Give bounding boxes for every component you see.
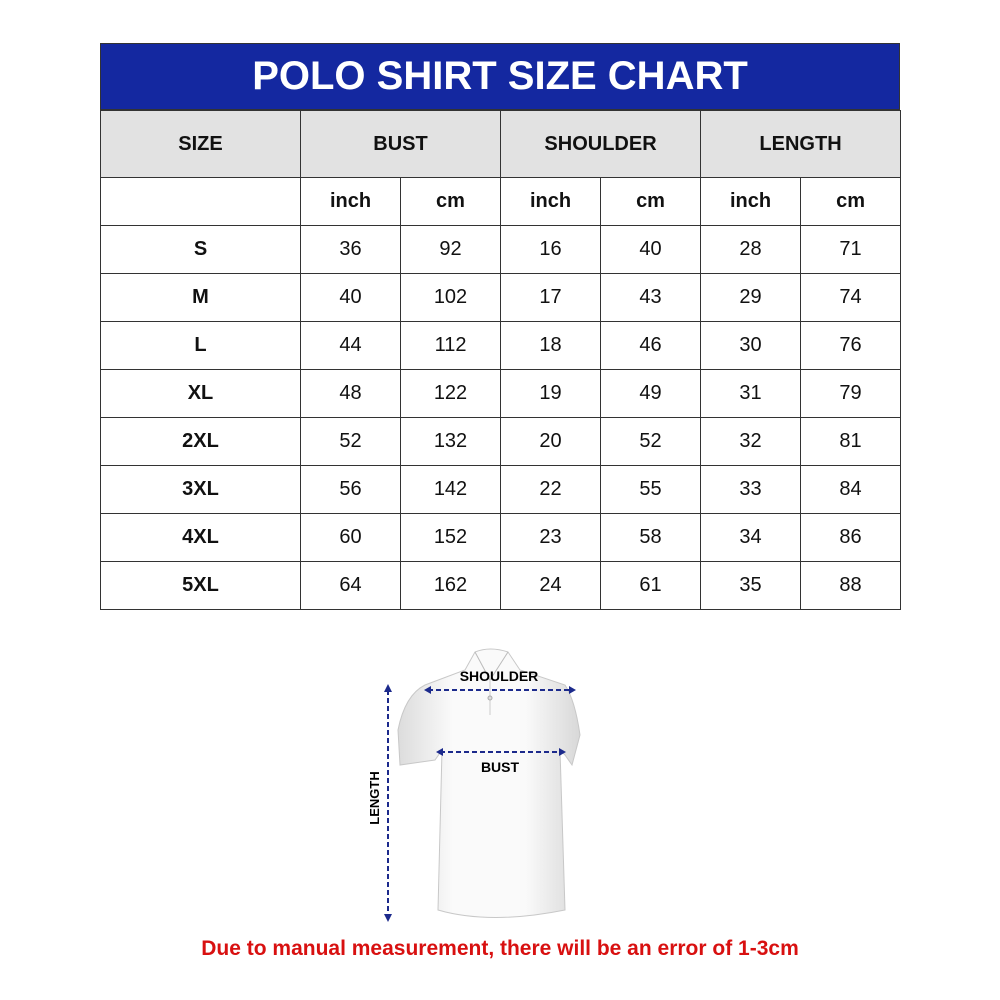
cell-bust-cm: 92 xyxy=(399,225,502,274)
cell-size: 2XL xyxy=(100,417,301,466)
cell-length-cm: 86 xyxy=(800,513,902,562)
cell-shoulder-cm: 55 xyxy=(600,465,702,514)
cell-length-in: 35 xyxy=(700,561,802,610)
table-row: S 36 92 16 40 28 71 xyxy=(100,225,902,274)
cell-length-cm: 71 xyxy=(800,225,902,274)
unit-cm: cm xyxy=(399,177,502,226)
cell-size: S xyxy=(100,225,301,274)
cell-length-in: 31 xyxy=(700,369,802,418)
cell-shoulder-cm: 52 xyxy=(600,417,702,466)
cell-length-cm: 84 xyxy=(800,465,902,514)
cell-shoulder-in: 19 xyxy=(500,369,602,418)
cell-length-in: 33 xyxy=(700,465,802,514)
cell-length-in: 34 xyxy=(700,513,802,562)
header-bust: BUST xyxy=(299,110,502,178)
bust-label: BUST xyxy=(481,759,520,775)
table-row: M 40 102 17 43 29 74 xyxy=(100,273,902,322)
cell-size: 5XL xyxy=(100,561,301,610)
size-table: SIZE BUST SHOULDER LENGTH inch cm inch c… xyxy=(100,110,902,610)
cell-shoulder-cm: 46 xyxy=(600,321,702,370)
header-shoulder: SHOULDER xyxy=(500,110,702,178)
unit-inch: inch xyxy=(700,177,802,226)
cell-shoulder-cm: 49 xyxy=(600,369,702,418)
cell-bust-cm: 122 xyxy=(399,369,502,418)
table-row: 5XL 64 162 24 61 35 88 xyxy=(100,561,902,610)
cell-length-cm: 76 xyxy=(800,321,902,370)
measurement-note: Due to manual measurement, there will be… xyxy=(201,937,799,960)
cell-bust-cm: 112 xyxy=(399,321,502,370)
unit-row: inch cm inch cm inch cm xyxy=(100,177,902,226)
cell-bust-cm: 162 xyxy=(399,561,502,610)
shirt-diagram: SHOULDER BUST LENGTH xyxy=(367,648,581,922)
table-row: 2XL 52 132 20 52 32 81 xyxy=(100,417,902,466)
cell-bust-cm: 152 xyxy=(399,513,502,562)
cell-shoulder-cm: 43 xyxy=(600,273,702,322)
table-row: 4XL 60 152 23 58 34 86 xyxy=(100,513,902,562)
header-length: LENGTH xyxy=(700,110,902,178)
cell-bust-in: 56 xyxy=(300,465,401,514)
cell-size: L xyxy=(100,321,301,370)
cell-bust-in: 40 xyxy=(300,273,401,322)
table-row: L 44 112 18 46 30 76 xyxy=(100,321,902,370)
cell-length-in: 30 xyxy=(700,321,802,370)
cell-length-cm: 81 xyxy=(800,417,902,466)
cell-bust-in: 36 xyxy=(300,225,401,274)
cell-shoulder-in: 17 xyxy=(500,273,602,322)
cell-bust-cm: 132 xyxy=(399,417,502,466)
unit-cm: cm xyxy=(600,177,702,226)
cell-length-cm: 88 xyxy=(800,561,902,610)
cell-shoulder-in: 16 xyxy=(500,225,602,274)
table-row: XL 48 122 19 49 31 79 xyxy=(100,369,902,418)
cell-shoulder-in: 18 xyxy=(500,321,602,370)
header-size: SIZE xyxy=(100,110,301,178)
unit-blank xyxy=(100,177,301,226)
cell-shoulder-in: 20 xyxy=(500,417,602,466)
cell-bust-in: 60 xyxy=(300,513,401,562)
cell-shoulder-cm: 40 xyxy=(600,225,702,274)
cell-length-in: 32 xyxy=(700,417,802,466)
cell-size: M xyxy=(100,273,301,322)
unit-inch: inch xyxy=(300,177,401,226)
cell-shoulder-in: 23 xyxy=(500,513,602,562)
cell-length-in: 29 xyxy=(700,273,802,322)
cell-length-in: 28 xyxy=(700,225,802,274)
cell-bust-in: 48 xyxy=(300,369,401,418)
cell-size: XL xyxy=(100,369,301,418)
shoulder-label: SHOULDER xyxy=(460,668,539,684)
cell-shoulder-in: 22 xyxy=(500,465,602,514)
cell-shoulder-cm: 61 xyxy=(600,561,702,610)
cell-bust-in: 44 xyxy=(300,321,401,370)
header-row: SIZE BUST SHOULDER LENGTH xyxy=(100,110,902,178)
cell-bust-cm: 142 xyxy=(399,465,502,514)
cell-bust-in: 52 xyxy=(300,417,401,466)
chart-title: POLO SHIRT SIZE CHART xyxy=(100,43,900,110)
unit-inch: inch xyxy=(500,177,602,226)
cell-bust-in: 64 xyxy=(300,561,401,610)
cell-length-cm: 74 xyxy=(800,273,902,322)
cell-size: 3XL xyxy=(100,465,301,514)
cell-size: 4XL xyxy=(100,513,301,562)
cell-shoulder-in: 24 xyxy=(500,561,602,610)
unit-cm: cm xyxy=(800,177,902,226)
cell-shoulder-cm: 58 xyxy=(600,513,702,562)
cell-length-cm: 79 xyxy=(800,369,902,418)
cell-bust-cm: 102 xyxy=(399,273,502,322)
length-label: LENGTH xyxy=(367,771,382,824)
table-row: 3XL 56 142 22 55 33 84 xyxy=(100,465,902,514)
